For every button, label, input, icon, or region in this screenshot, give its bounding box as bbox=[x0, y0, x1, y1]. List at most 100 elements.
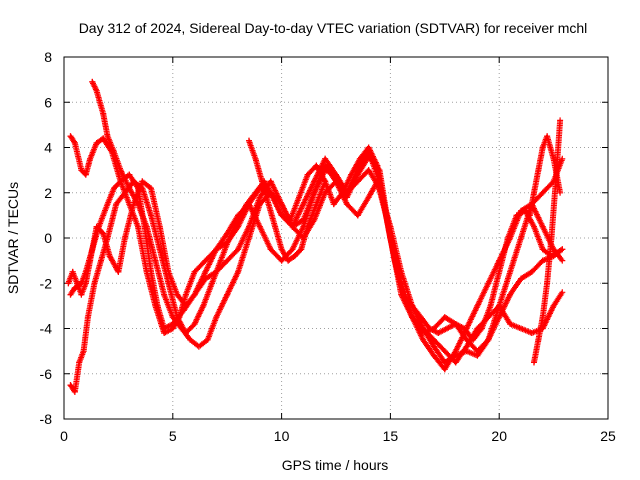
data-point bbox=[246, 235, 252, 241]
x-tick-label: 25 bbox=[600, 428, 616, 444]
data-point bbox=[169, 325, 176, 332]
data-point bbox=[82, 280, 89, 287]
y-tick-label: -8 bbox=[40, 411, 53, 427]
data-point bbox=[435, 330, 442, 336]
data-point bbox=[452, 348, 459, 355]
data-point bbox=[202, 268, 209, 275]
data-point bbox=[535, 336, 542, 343]
y-tick-label: 8 bbox=[44, 49, 52, 65]
data-point bbox=[430, 343, 437, 350]
data-point bbox=[71, 140, 78, 146]
data-point bbox=[420, 336, 426, 343]
data-series bbox=[65, 78, 566, 395]
data-point bbox=[80, 348, 87, 355]
data-point bbox=[93, 223, 100, 230]
data-point bbox=[209, 280, 215, 287]
data-point bbox=[365, 167, 372, 174]
data-point bbox=[531, 189, 537, 196]
y-tick-label: 0 bbox=[44, 230, 52, 246]
x-tick-label: 20 bbox=[491, 428, 507, 444]
data-point bbox=[108, 149, 115, 155]
data-point bbox=[278, 246, 285, 253]
data-point bbox=[191, 268, 198, 275]
data-point bbox=[496, 302, 503, 309]
data-point bbox=[559, 289, 566, 296]
data-point bbox=[311, 189, 318, 196]
data-point bbox=[89, 78, 96, 85]
data-point bbox=[507, 291, 514, 298]
data-point bbox=[518, 275, 524, 282]
data-point bbox=[559, 246, 566, 253]
data-point bbox=[74, 280, 81, 287]
data-point bbox=[444, 325, 450, 332]
data-point bbox=[226, 235, 233, 241]
data-point bbox=[354, 212, 361, 219]
data-point bbox=[165, 280, 172, 287]
data-point bbox=[256, 223, 263, 230]
data-point bbox=[269, 194, 276, 201]
data-point bbox=[256, 201, 263, 208]
data-point bbox=[272, 223, 279, 230]
data-point bbox=[289, 246, 296, 253]
y-tick-label: 6 bbox=[44, 94, 52, 110]
data-point bbox=[82, 171, 89, 178]
data-point bbox=[91, 280, 98, 287]
data-point bbox=[267, 246, 274, 253]
data-point bbox=[156, 246, 163, 253]
data-point bbox=[300, 201, 307, 208]
data-point bbox=[518, 325, 524, 332]
data-point bbox=[420, 325, 426, 332]
data-point bbox=[313, 201, 320, 208]
data-point bbox=[204, 336, 211, 343]
data-point bbox=[356, 155, 363, 162]
data-point bbox=[289, 223, 296, 230]
data-point bbox=[117, 178, 124, 185]
data-point bbox=[113, 201, 120, 208]
data-point bbox=[485, 336, 492, 343]
data-point bbox=[161, 291, 168, 298]
data-point bbox=[531, 223, 537, 230]
data-point bbox=[100, 135, 107, 142]
data-point bbox=[65, 280, 72, 287]
data-point bbox=[148, 212, 154, 219]
data-point bbox=[339, 189, 346, 196]
data-point bbox=[417, 314, 424, 321]
data-point bbox=[161, 330, 168, 336]
data-point bbox=[67, 291, 74, 298]
data-point bbox=[409, 302, 416, 309]
data-point bbox=[496, 268, 503, 275]
data-point bbox=[104, 133, 111, 140]
data-point bbox=[98, 257, 104, 264]
data-point bbox=[100, 110, 107, 117]
data-point bbox=[391, 257, 398, 264]
data-point bbox=[156, 223, 163, 230]
data-point bbox=[313, 162, 320, 169]
data-point bbox=[152, 302, 159, 309]
data-point bbox=[143, 223, 150, 230]
axis-ticks: 0 5 10 15 20 25 -8 -6 -4 -2 0 2 4 6 8 bbox=[40, 49, 616, 444]
data-point bbox=[130, 201, 137, 208]
data-point bbox=[278, 212, 285, 219]
data-point bbox=[548, 235, 555, 241]
data-point bbox=[322, 178, 329, 185]
series-sat-h bbox=[526, 133, 564, 219]
data-point bbox=[87, 155, 94, 162]
data-point bbox=[544, 280, 551, 287]
x-tick-label: 0 bbox=[60, 428, 68, 444]
data-point bbox=[291, 253, 298, 260]
grid-lines bbox=[64, 57, 608, 419]
data-point bbox=[246, 137, 252, 144]
data-point bbox=[441, 366, 448, 373]
data-point bbox=[522, 207, 529, 214]
data-point bbox=[430, 352, 437, 359]
data-point bbox=[174, 291, 181, 298]
data-point bbox=[343, 201, 350, 208]
data-point bbox=[256, 194, 263, 201]
data-point bbox=[474, 352, 481, 359]
data-point bbox=[374, 162, 381, 169]
data-point bbox=[461, 325, 468, 332]
data-point bbox=[311, 178, 318, 185]
data-point bbox=[504, 235, 511, 241]
data-point bbox=[182, 291, 189, 298]
data-point bbox=[121, 235, 128, 241]
